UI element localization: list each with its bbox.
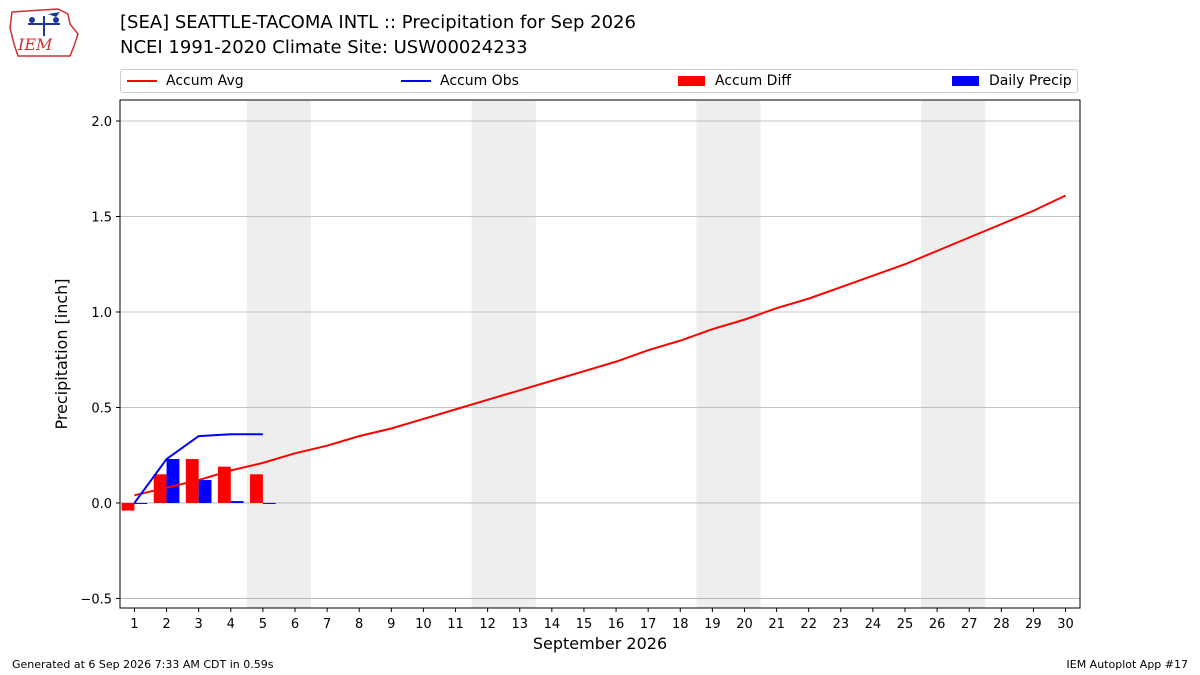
legend-swatch-accum-obs: [401, 80, 431, 82]
y-tick-label: 1.5: [91, 210, 112, 225]
logo-text: IEM: [17, 35, 53, 54]
chart-legend: Accum Avg Accum Obs Accum Diff Daily Pre…: [120, 69, 1078, 93]
x-tick-label: 12: [479, 617, 496, 632]
x-tick-label: 18: [672, 617, 689, 632]
weekend-shade-3: [696, 100, 761, 608]
x-tick-label: 13: [511, 617, 528, 632]
x-tick-label: 20: [736, 617, 753, 632]
legend-label-daily-precip: Daily Precip: [989, 73, 1072, 89]
x-tick-label: 4: [227, 617, 235, 632]
daily-precip-bar: [166, 459, 180, 503]
x-axis-label: September 2026: [533, 634, 667, 653]
x-tick-label: 6: [291, 617, 299, 632]
accum-diff-bar: [217, 466, 231, 503]
x-tick-label: 21: [768, 617, 785, 632]
legend-swatch-accum-avg: [127, 80, 157, 82]
legend-swatch-daily-precip: [952, 76, 979, 86]
x-tick-label: 25: [897, 617, 914, 632]
x-tick-label: 29: [1025, 617, 1042, 632]
legend-item-accum-obs: Accum Obs: [401, 73, 519, 89]
x-tick-label: 28: [993, 617, 1010, 632]
weekend-shade-1: [246, 100, 312, 608]
x-tick-label: 1: [130, 617, 138, 632]
legend-item-accum-diff: Accum Diff: [678, 73, 791, 89]
y-axis-label: Precipitation [inch]: [52, 278, 71, 429]
x-tick-label: 5: [259, 617, 267, 632]
x-tick-label: 10: [415, 617, 432, 632]
x-tick-label: 14: [544, 617, 561, 632]
x-tick-label: 2: [162, 617, 170, 632]
x-tick-label: 30: [1057, 617, 1074, 632]
legend-label-accum-avg: Accum Avg: [166, 73, 244, 89]
x-tick-label: 22: [800, 617, 817, 632]
accum-obs-line: [133, 433, 263, 504]
accum-diff-bar: [250, 474, 263, 503]
x-tick-label: 17: [640, 617, 657, 632]
legend-swatch-accum-diff: [678, 76, 705, 86]
weekend-shade-4: [921, 100, 986, 608]
accum-avg-line: [134, 194, 1066, 497]
x-tick-label: 16: [608, 617, 625, 632]
x-tick-label: 23: [833, 617, 850, 632]
x-tick-label: 27: [961, 617, 978, 632]
x-tick-label: 24: [865, 617, 882, 632]
footer-app: IEM Autoplot App #17: [1066, 658, 1189, 671]
daily-precip-bar: [262, 502, 276, 504]
daily-precip-bar: [230, 501, 244, 503]
plot-frame: [119, 99, 1081, 609]
chart-subtitle: NCEI 1991-2020 Climate Site: USW00024233: [120, 37, 528, 58]
daily-precip-bar: [134, 502, 148, 504]
y-tick-label: 0.0: [91, 497, 112, 512]
daily-precip-bar: [198, 480, 212, 503]
x-tick-label: 11: [447, 617, 464, 632]
y-tick-label: −0.5: [80, 592, 112, 607]
x-tick-label: 3: [195, 617, 203, 632]
weekend-shade-2: [471, 100, 536, 608]
chart-title: [SEA] SEATTLE-TACOMA INTL :: Precipitati…: [120, 12, 636, 33]
y-tick-label: 0.5: [91, 401, 112, 416]
y-tick-label: 2.0: [91, 115, 112, 130]
x-tick-label: 9: [387, 617, 395, 632]
legend-label-accum-diff: Accum Diff: [715, 73, 792, 89]
x-tick-label: 8: [355, 617, 363, 632]
x-tick-label: 26: [929, 617, 946, 632]
legend-label-accum-obs: Accum Obs: [440, 73, 519, 89]
footer-generated: Generated at 6 Sep 2026 7:33 AM CDT in 0…: [12, 658, 274, 671]
x-tick-label: 19: [704, 617, 721, 632]
x-tick-label: 15: [576, 617, 593, 632]
iem-logo: IEM: [8, 6, 80, 60]
legend-item-accum-avg: Accum Avg: [127, 73, 244, 89]
legend-item-daily-precip: Daily Precip: [952, 73, 1072, 89]
y-tick-label: 1.0: [91, 306, 112, 321]
x-tick-label: 7: [323, 617, 331, 632]
accum-diff-bar: [121, 502, 135, 511]
